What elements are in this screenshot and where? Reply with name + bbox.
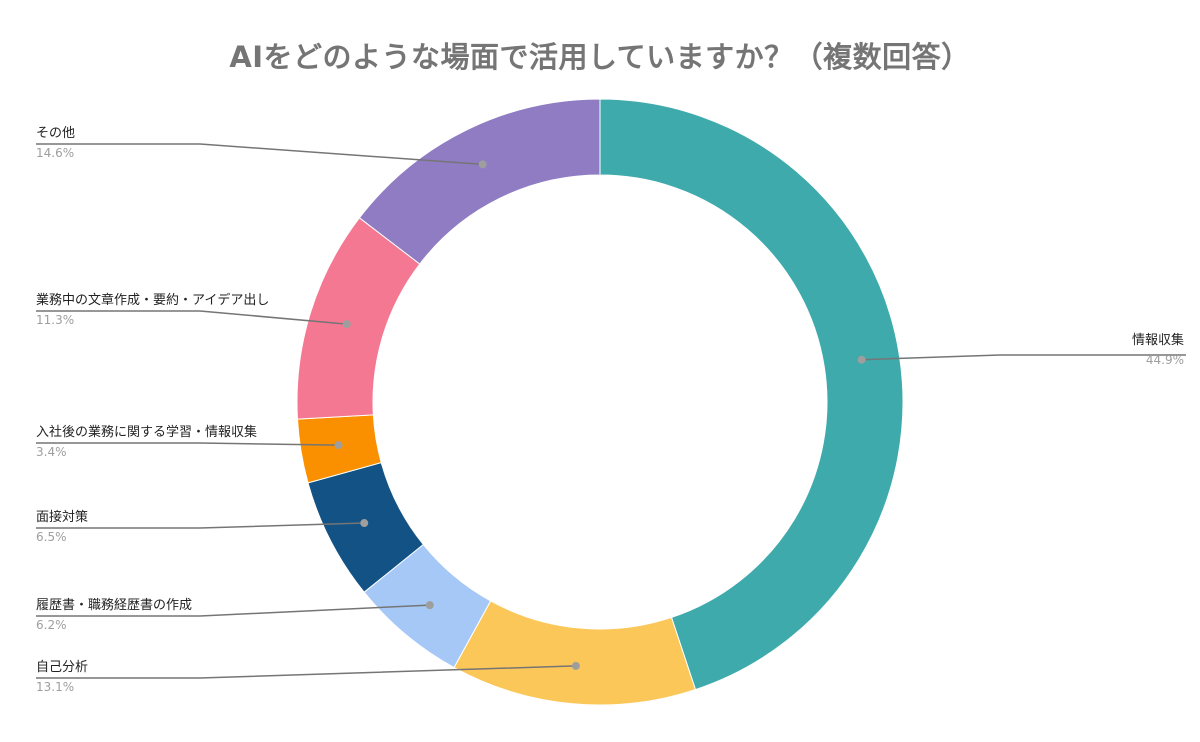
leader-dot <box>334 441 343 450</box>
leader-line <box>36 604 430 617</box>
slice-label: 面接対策 <box>36 509 88 525</box>
slice-value-label: 14.6% <box>36 146 74 160</box>
slice-2 <box>453 600 697 706</box>
slice-label: 業務中の文章作成・要約・アイデア出し <box>36 292 269 308</box>
leader-dot <box>478 160 487 169</box>
slice-7 <box>358 98 601 265</box>
leader-line <box>36 665 576 679</box>
slice-value-label: 6.5% <box>36 530 67 544</box>
leader-dot <box>425 601 434 610</box>
leader-line <box>36 143 483 166</box>
leader-line <box>36 522 365 529</box>
leader-dot <box>571 661 580 670</box>
labels-layer: その他 14.6% 業務中の文章作成・要約・アイデア出し 11.3% 入社後の業務に関す… <box>36 126 1186 694</box>
chart-title: AIをどのような場面で活用していますか？（複数回答） <box>229 40 971 74</box>
leader-dot <box>360 519 369 528</box>
leader-line <box>36 442 339 446</box>
slice-label: 入社後の業務に関する学習・情報収集 <box>36 424 257 440</box>
slice-value-label: 44.9% <box>1146 353 1184 367</box>
slice-value-label: 3.4% <box>36 445 67 459</box>
slice-value-label: 11.3% <box>36 313 74 327</box>
leader-dot <box>857 355 866 364</box>
leader-line <box>36 310 347 325</box>
leader-line <box>861 354 1186 361</box>
slice-1 <box>599 98 904 691</box>
slice-label: その他 <box>36 126 75 141</box>
slice-label: 情報収集 <box>1132 332 1184 348</box>
slice-label: 自己分析 <box>36 660 88 675</box>
slice-value-label: 6.2% <box>36 618 67 632</box>
leader-dot <box>342 320 351 329</box>
slices-layer <box>296 98 904 706</box>
slice-label: 履歴書・職務経歴書の作成 <box>36 598 192 613</box>
slice-value-label: 13.1% <box>36 680 74 694</box>
